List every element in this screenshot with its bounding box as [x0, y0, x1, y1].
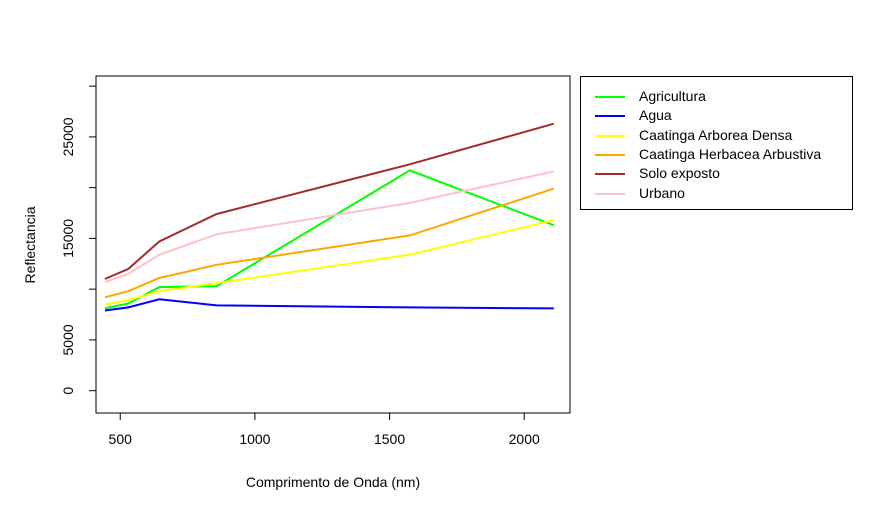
y-axis: 0 5000 15000 25000 [60, 85, 97, 395]
legend-swatch [595, 173, 625, 176]
series-line [104, 219, 555, 306]
y-tick-label: 25000 [60, 117, 76, 156]
y-tick-label: 0 [60, 387, 76, 395]
legend-label: Urbano [639, 184, 685, 201]
x-tick-label: 1500 [374, 431, 405, 447]
legend-label: Caatinga Arborea Densa [639, 126, 793, 143]
x-axis: 500 1000 1500 2000 [109, 412, 540, 447]
series-line [104, 187, 555, 299]
y-axis-label: Reflectancia [22, 206, 38, 283]
x-tick-label: 1000 [239, 431, 270, 447]
x-tick-label: 2000 [509, 431, 540, 447]
legend-label: Caatinga Herbacea Arbustiva [639, 145, 822, 162]
x-axis-label: Comprimento de Onda (nm) [246, 474, 420, 490]
series-line [104, 298, 554, 312]
legend-item: Agua [581, 106, 852, 125]
series-line [104, 170, 555, 284]
legend-label: Agricultura [639, 88, 706, 104]
y-tick-label: 5000 [60, 324, 76, 355]
x-tick-label: 500 [109, 431, 133, 447]
legend-item: Caatinga Arborea Densa [581, 126, 852, 145]
legend-item: Agricultura [581, 87, 852, 106]
legend-swatch [595, 115, 625, 118]
legend-item: Urbano [581, 184, 852, 203]
legend-label: Agua [639, 107, 672, 124]
series-line [104, 122, 555, 280]
legend: Agricultura Agua Caatinga Arborea Densa Caa… [580, 76, 853, 210]
series-line [104, 169, 555, 310]
plot-frame [95, 75, 571, 414]
legend-item: Caatinga Herbacea Arbustiva [581, 145, 852, 164]
legend-swatch [595, 134, 625, 137]
series-layer [104, 122, 555, 312]
legend-swatch [595, 153, 625, 156]
y-tick-label: 15000 [60, 219, 76, 258]
legend-swatch [595, 96, 625, 98]
legend-swatch [595, 192, 625, 195]
legend-label: Solo exposto [639, 165, 720, 182]
legend-item: Solo exposto [581, 164, 852, 183]
